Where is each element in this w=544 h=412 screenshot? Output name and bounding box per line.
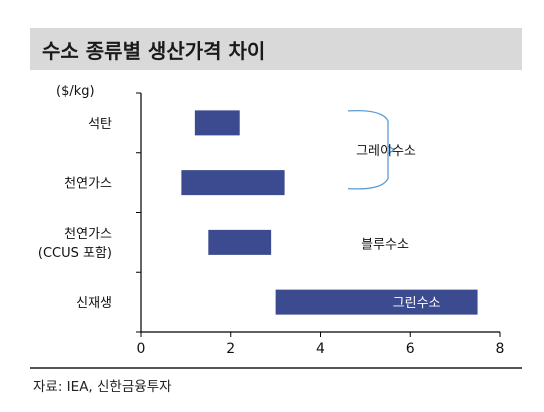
bars [181, 110, 478, 315]
category-label: 천연가스 [64, 227, 112, 242]
range-bar [194, 110, 240, 136]
x-tick-label: 6 [406, 341, 415, 357]
blue-hydrogen-label: 블루수소 [361, 237, 409, 252]
x-tick-label: 0 [137, 341, 146, 357]
x-tick-label: 2 [226, 341, 235, 357]
category-label: 석탄 [88, 117, 112, 132]
green-hydrogen-label: 그린수소 [393, 296, 441, 311]
category-label: 천연가스 [64, 177, 112, 192]
axes [136, 92, 501, 337]
y-unit-label: ($/kg) [56, 84, 95, 99]
x-tick-label: 8 [496, 341, 505, 357]
bottom-rule [30, 367, 522, 369]
source-note: 자료: IEA, 신한금융투자 [33, 379, 172, 395]
gray-hydrogen-bracket [347, 109, 389, 190]
gray-hydrogen-label: 그레이수소 [356, 144, 416, 159]
title-bar: 수소 종류별 생산가격 차이 [30, 28, 522, 70]
category-label: (CCUS 포함) [38, 246, 112, 261]
x-tick-label: 4 [316, 341, 325, 357]
gray-hydrogen-bracket-tip [387, 145, 396, 155]
range-bar [181, 170, 285, 196]
chart-title: 수소 종류별 생산가격 차이 [42, 38, 266, 63]
range-bar [208, 229, 272, 255]
range-bar [275, 289, 478, 315]
category-label: 신재생 [76, 296, 112, 311]
